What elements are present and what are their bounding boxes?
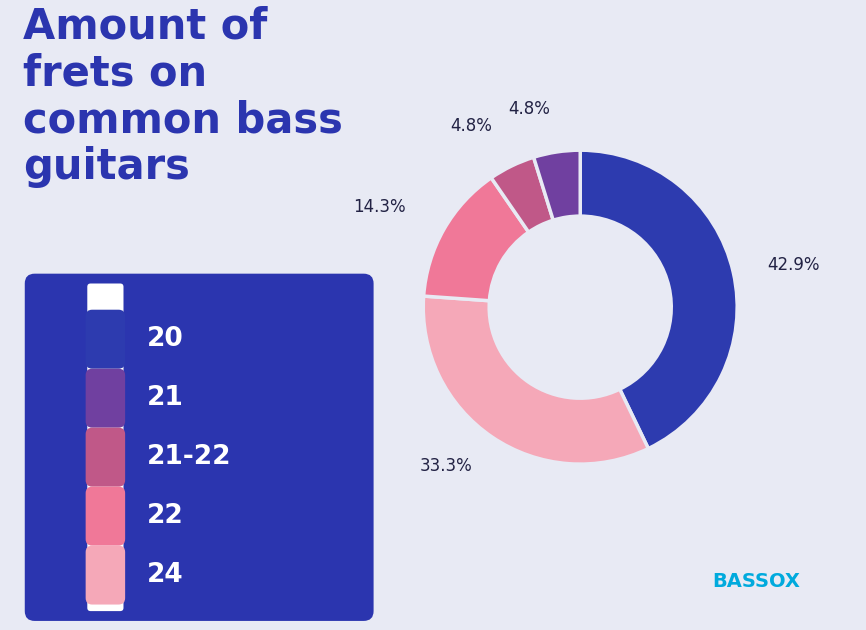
Text: 22: 22	[146, 503, 184, 529]
Text: 4.8%: 4.8%	[450, 117, 493, 135]
FancyBboxPatch shape	[87, 284, 124, 611]
Wedge shape	[491, 158, 553, 232]
Text: 42.9%: 42.9%	[767, 256, 819, 273]
Text: Amount of
frets on
common bass
guitars: Amount of frets on common bass guitars	[23, 6, 343, 188]
Wedge shape	[580, 150, 737, 449]
FancyBboxPatch shape	[86, 369, 125, 428]
FancyBboxPatch shape	[86, 428, 125, 486]
FancyBboxPatch shape	[86, 486, 125, 546]
FancyBboxPatch shape	[86, 310, 125, 369]
Text: 21: 21	[146, 385, 184, 411]
FancyBboxPatch shape	[25, 273, 373, 621]
Text: 24: 24	[146, 562, 183, 588]
Text: 33.3%: 33.3%	[420, 457, 473, 474]
Text: 21-22: 21-22	[146, 444, 231, 470]
Text: BASSOX: BASSOX	[713, 572, 800, 591]
Wedge shape	[423, 296, 649, 464]
Text: 20: 20	[146, 326, 184, 352]
Text: 14.3%: 14.3%	[353, 198, 406, 217]
Text: 4.8%: 4.8%	[508, 100, 550, 118]
FancyBboxPatch shape	[86, 546, 125, 605]
Wedge shape	[533, 150, 580, 220]
Wedge shape	[423, 178, 528, 301]
